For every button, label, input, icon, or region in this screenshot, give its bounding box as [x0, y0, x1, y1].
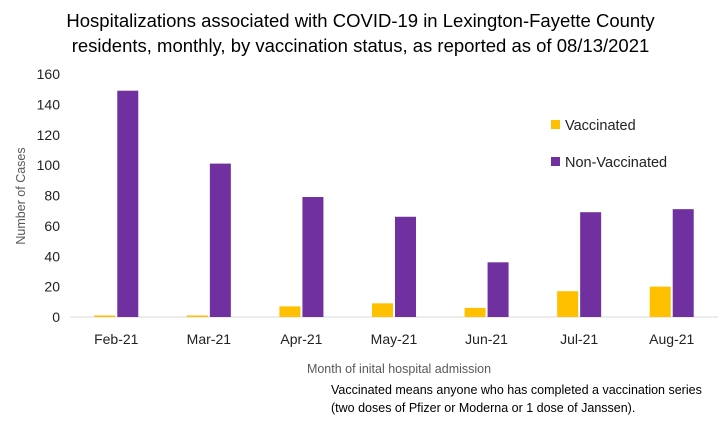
- bar: [117, 90, 139, 317]
- legend-swatch: [551, 120, 560, 129]
- chart-title-line-2: residents, monthly, by vaccination statu…: [71, 35, 650, 56]
- chart-title: Hospitalizations associated with COVID-1…: [0, 8, 721, 58]
- y-tick-label: 20: [44, 279, 60, 295]
- bar: [279, 306, 301, 317]
- bar: [672, 209, 694, 317]
- x-tick-label: Feb-21: [94, 331, 139, 347]
- x-tick-label: Mar-21: [187, 331, 232, 347]
- y-tick-label: 100: [37, 157, 61, 173]
- bar: [487, 262, 509, 317]
- bar: [395, 216, 416, 317]
- bar: [649, 286, 671, 317]
- x-axis: Feb-21 Mar-21 Apr-21 May-21 Jun-21 Jul-21 Aug-…: [94, 331, 694, 347]
- legend-swatch: [551, 157, 560, 166]
- y-axis-title: Number of Cases: [14, 147, 28, 244]
- x-tick-label: Jul-21: [560, 331, 598, 347]
- y-tick-label: 80: [44, 188, 60, 204]
- legend-label: Non-Vaccinated: [565, 155, 667, 171]
- bar: [302, 197, 324, 317]
- bar: [580, 212, 602, 317]
- bar-series: [94, 90, 694, 317]
- series-0: [94, 286, 671, 317]
- chart-note: Vaccinated means anyone who has complete…: [331, 381, 721, 417]
- chart-title-line-1: Hospitalizations associated with COVID-1…: [66, 10, 655, 31]
- bar: [464, 307, 486, 317]
- y-tick-label: 60: [44, 218, 60, 234]
- x-tick-label: Apr-21: [280, 331, 322, 347]
- series-1: [117, 90, 694, 317]
- y-tick-label: 0: [52, 309, 60, 325]
- x-tick-label: May-21: [371, 331, 418, 347]
- bar: [186, 315, 208, 317]
- bar: [557, 291, 579, 317]
- legend-label: Vaccinated: [565, 118, 636, 134]
- x-axis-title: Month of inital hospital admission: [307, 362, 491, 376]
- x-tick-label: Jun-21: [465, 331, 508, 347]
- y-tick-label: 120: [37, 127, 61, 143]
- bar: [372, 303, 393, 317]
- y-axis: 0 20 40 60 80 100 120 140 160: [37, 66, 61, 325]
- chart-note-line-1: Vaccinated means anyone who has complete…: [331, 383, 702, 397]
- bar: [209, 163, 231, 317]
- chart-note-line-2: (two doses of Pfizer or Moderna or 1 dos…: [331, 401, 636, 415]
- y-tick-label: 40: [44, 248, 60, 264]
- y-tick-label: 140: [37, 96, 61, 112]
- x-tick-label: Aug-21: [649, 331, 694, 347]
- bar: [94, 315, 116, 317]
- legend: Vaccinated Non-Vaccinated: [551, 118, 667, 171]
- y-tick-label: 160: [37, 66, 61, 82]
